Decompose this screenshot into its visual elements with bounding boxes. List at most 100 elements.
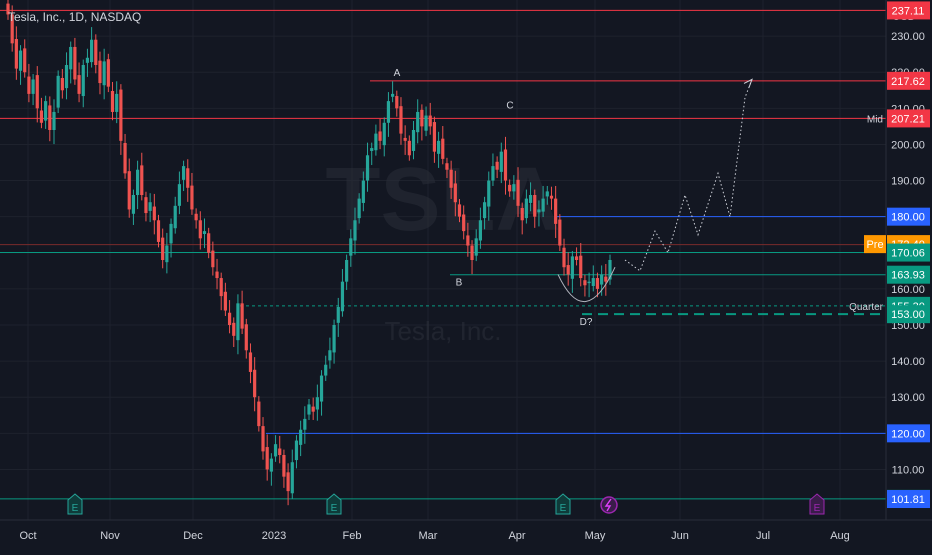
candle-body: [211, 250, 215, 268]
candle-body: [365, 155, 370, 181]
candle-body: [533, 195, 537, 217]
candle-body: [545, 191, 549, 197]
candle-body: [374, 133, 378, 151]
x-tick-label: May: [585, 530, 606, 542]
candle-body: [474, 238, 478, 256]
y-tick-label: 200.00: [891, 139, 925, 151]
candle-body: [190, 185, 194, 210]
candle-body: [299, 429, 303, 445]
candle-body: [336, 306, 340, 323]
candle-body: [311, 406, 315, 412]
candle-body: [202, 231, 207, 234]
y-tick-label: 140.00: [891, 356, 925, 368]
candle-body: [508, 184, 512, 192]
y-tick-label: 190.00: [891, 176, 925, 188]
candle-body: [587, 281, 591, 284]
candle-body: [265, 447, 269, 470]
candle-body: [102, 61, 106, 86]
candle-body: [294, 440, 299, 461]
earnings-marker: [555, 493, 571, 515]
candle-body: [186, 168, 190, 188]
candle-body: [10, 14, 14, 44]
candle-body: [562, 247, 566, 268]
watermark-name: Tesla, Inc.: [384, 316, 501, 346]
candle-body: [94, 39, 98, 65]
candle-body: [39, 110, 44, 123]
x-tick-label: 2023: [262, 530, 286, 542]
candle-body: [215, 271, 219, 279]
level-name-mid: Mid: [867, 114, 883, 125]
candle-body: [227, 312, 232, 325]
candle-body: [69, 46, 73, 70]
candle-body: [541, 198, 545, 212]
candle-body: [110, 91, 115, 112]
candle-body: [156, 220, 161, 242]
dividend-icon: [600, 496, 618, 514]
candle-body: [491, 166, 495, 181]
candle-body: [357, 198, 361, 219]
candle-body: [236, 303, 240, 341]
candle-body: [35, 75, 39, 109]
candle-body: [324, 364, 328, 376]
earnings-marker-label: E: [331, 503, 338, 514]
candle-body: [73, 46, 77, 80]
candle-body: [608, 260, 612, 280]
candle-body: [512, 184, 516, 192]
candle-body: [453, 183, 457, 203]
candle-body: [232, 322, 236, 336]
lightning-icon: [604, 498, 612, 512]
candle-body: [31, 79, 35, 94]
price-tag-120.00: [887, 424, 930, 443]
candle-body: [207, 233, 211, 253]
candle-body: [127, 171, 131, 210]
candle-body: [416, 111, 420, 133]
candle-body: [290, 462, 294, 494]
y-tick-label: 110.00: [892, 464, 925, 476]
candle-body: [273, 444, 278, 457]
cup-arc: [557, 267, 616, 303]
candle-body: [482, 202, 487, 219]
price-tag-text: 180.00: [891, 212, 925, 224]
candle-body: [140, 165, 144, 195]
x-tick-label: Nov: [100, 530, 120, 542]
candle-body: [148, 202, 152, 211]
price-tag-text: 237.11: [892, 5, 925, 17]
candle-body: [119, 89, 123, 141]
candle-body: [64, 65, 69, 89]
price-tag-101.81: [887, 490, 930, 509]
candle-body: [528, 195, 533, 203]
candle-body: [115, 93, 119, 112]
candle-body: [524, 198, 528, 219]
candle-body: [399, 106, 403, 134]
price-tag-text: 170.06: [891, 248, 925, 260]
candle-body: [436, 140, 441, 154]
candle-body: [261, 426, 265, 452]
candle-body: [487, 180, 491, 207]
candle-body: [315, 397, 319, 410]
candle-body: [558, 219, 562, 246]
candle-body: [303, 418, 307, 430]
symbol-title[interactable]: Tesla, Inc., 1D, NASDAQ: [8, 10, 142, 24]
candle-body: [319, 375, 324, 402]
candle-body: [27, 76, 31, 94]
candle-body: [85, 57, 90, 63]
earnings-marker-label: E: [72, 503, 79, 514]
candle-body: [478, 220, 483, 241]
candle-body: [411, 130, 416, 151]
candle-body: [604, 276, 608, 282]
x-tick-label: Jun: [671, 530, 689, 542]
candle-body: [457, 204, 462, 217]
candle-body: [470, 245, 474, 260]
price-tag-180.00: [887, 207, 930, 226]
candle-body: [353, 220, 357, 241]
candle-body: [48, 105, 52, 130]
candle-body: [554, 198, 558, 224]
candle-body: [81, 65, 85, 97]
candle-body: [332, 325, 336, 353]
candle-body: [441, 138, 445, 159]
candle-body: [286, 472, 290, 492]
candle-body: [282, 455, 286, 477]
candle-body: [395, 96, 399, 109]
